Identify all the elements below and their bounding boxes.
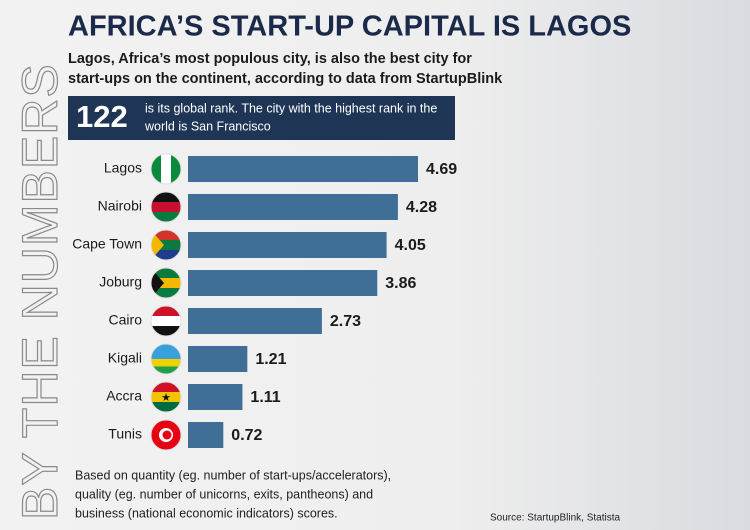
bar <box>188 346 248 372</box>
flag-triangle <box>151 268 164 298</box>
value-label: 3.86 <box>385 275 416 292</box>
value-label: 2.73 <box>330 313 361 330</box>
flag-ring <box>150 153 182 185</box>
chart-title: AFRICA’S START-UP CAPITAL IS LAGOS <box>68 11 631 43</box>
bar <box>188 422 224 448</box>
flag-stripe <box>151 392 181 403</box>
flag-stripe <box>151 366 181 374</box>
category-label: Joburg <box>99 274 142 290</box>
highlight-number: 122 <box>76 99 128 134</box>
flag-stripe <box>151 359 181 367</box>
flag <box>150 305 182 337</box>
flag <box>150 419 182 451</box>
flag: ★ <box>150 381 182 413</box>
flag-stripe <box>151 250 181 260</box>
category-label: Cairo <box>109 312 143 328</box>
category-label: Nairobi <box>98 198 142 214</box>
subtitle: Lagos, Africa’s most populous city, is a… <box>68 51 472 67</box>
flag-stripe <box>151 306 181 317</box>
flag-stripe <box>151 240 181 251</box>
flag <box>150 229 182 261</box>
flag <box>150 343 182 375</box>
value-label: 1.21 <box>255 351 286 368</box>
value-label: 4.69 <box>426 161 457 178</box>
bar <box>188 270 378 296</box>
flag <box>150 153 182 185</box>
flag-stripe <box>161 154 172 184</box>
flag-body <box>151 306 181 336</box>
flag-stripe <box>171 154 181 184</box>
flag-crescent <box>162 430 172 440</box>
footnote: business (national economic indicators) … <box>75 506 338 520</box>
bar <box>188 194 398 220</box>
flag-body <box>151 154 181 184</box>
flag <box>150 191 182 223</box>
flag-stripe <box>151 212 181 222</box>
flag-body <box>151 344 181 374</box>
value-label: 4.28 <box>406 199 437 216</box>
flag-body <box>151 192 181 222</box>
source: Source: StartupBlink, Statista <box>490 513 621 524</box>
flag-ring <box>150 419 182 451</box>
flag-ring <box>150 305 182 337</box>
flag-stripe <box>151 382 181 393</box>
value-label: 0.72 <box>231 427 262 444</box>
category-label: Accra <box>106 388 142 404</box>
subtitle: start-ups on the continent, according to… <box>68 71 503 87</box>
category-label: Kigali <box>108 350 142 366</box>
flag-stripe <box>151 268 181 279</box>
flag-ring <box>150 229 182 261</box>
flag-stripe <box>151 154 162 184</box>
flag-stripe <box>151 278 181 289</box>
bar <box>188 232 387 258</box>
category-label: Cape Town <box>72 236 142 252</box>
flag-stripe <box>151 288 181 298</box>
bar <box>188 384 243 410</box>
value-label: 4.05 <box>395 237 426 254</box>
flag-stripe <box>151 402 181 412</box>
footnote: quality (eg. number of unicorns, exits, … <box>75 487 373 501</box>
bar <box>188 156 418 182</box>
flag-body <box>151 268 181 298</box>
flag-triangle <box>151 230 164 260</box>
highlight-text: world is San Francisco <box>144 119 271 133</box>
highlight-text: is its global rank. The city with the hi… <box>145 101 437 115</box>
flag-stripe <box>151 344 181 352</box>
flag <box>150 267 182 299</box>
flag-ring <box>150 191 182 223</box>
flag-ring <box>150 381 182 413</box>
flag-stripe <box>151 326 181 336</box>
flag-star: ★ <box>161 392 171 404</box>
flag-stripe <box>151 230 181 241</box>
value-label: 1.11 <box>250 389 280 406</box>
flag-body <box>151 420 181 450</box>
bar <box>188 308 322 334</box>
category-label: Tunis <box>108 426 142 442</box>
flag-stripe <box>151 192 181 203</box>
flag-stripe <box>151 202 181 213</box>
highlight-box <box>68 96 455 140</box>
category-label: Lagos <box>104 160 142 176</box>
flag-stripe <box>151 351 181 360</box>
flag-body <box>151 230 181 260</box>
flag-body: ★ <box>151 382 181 412</box>
side-label: BY THE NUMBERS <box>12 63 68 520</box>
footnote: Based on quantity (eg. number of start-u… <box>75 468 391 482</box>
flag-ring <box>150 267 182 299</box>
flag-ring <box>150 343 182 375</box>
flag-stripe <box>151 316 181 327</box>
